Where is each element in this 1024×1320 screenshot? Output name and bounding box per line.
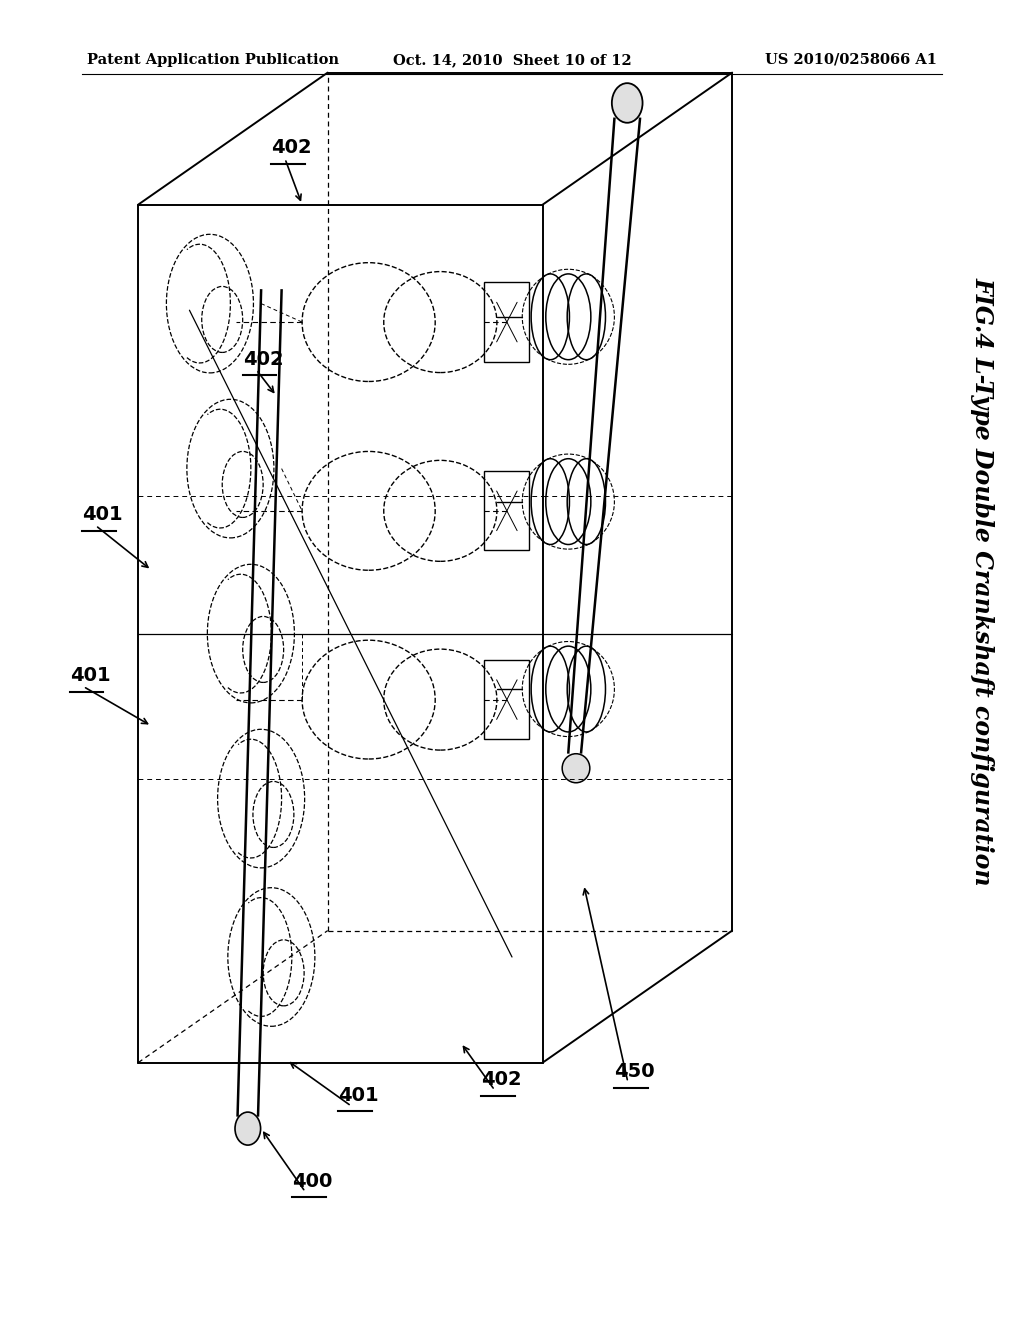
Text: US 2010/0258066 A1: US 2010/0258066 A1 — [765, 53, 937, 67]
Text: 450: 450 — [614, 1063, 655, 1081]
Text: 402: 402 — [271, 139, 312, 157]
Ellipse shape — [562, 754, 590, 783]
Ellipse shape — [611, 83, 643, 123]
Text: Oct. 14, 2010  Sheet 10 of 12: Oct. 14, 2010 Sheet 10 of 12 — [392, 53, 632, 67]
Ellipse shape — [236, 1111, 260, 1146]
Text: 401: 401 — [338, 1086, 379, 1105]
Text: FIG.4 L-Type Double Crankshaft configuration: FIG.4 L-Type Double Crankshaft configura… — [971, 277, 995, 884]
Text: Patent Application Publication: Patent Application Publication — [87, 53, 339, 67]
Text: 400: 400 — [292, 1172, 332, 1191]
Text: 402: 402 — [481, 1071, 522, 1089]
Text: 402: 402 — [243, 350, 284, 368]
Text: 401: 401 — [70, 667, 111, 685]
Text: 401: 401 — [82, 506, 123, 524]
